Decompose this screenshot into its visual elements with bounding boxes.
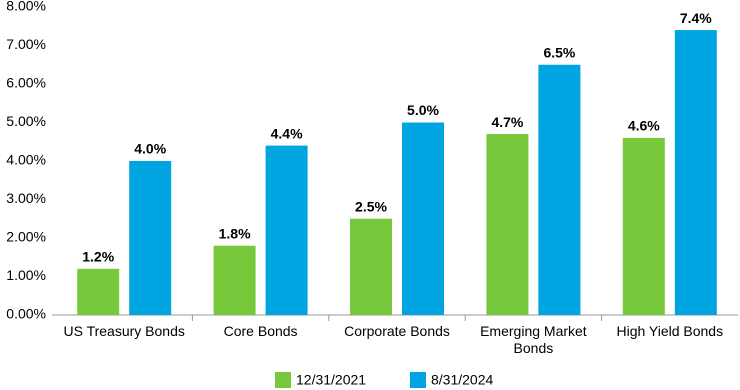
- value-label: 2.5%: [355, 198, 387, 214]
- y-tick-label: 4.00%: [6, 152, 46, 168]
- value-label: 4.7%: [491, 114, 523, 130]
- x-tick-label: US Treasury Bonds: [63, 323, 185, 339]
- legend-swatch: [410, 372, 426, 388]
- value-label: 5.0%: [407, 102, 439, 118]
- bar: [402, 122, 444, 315]
- y-tick-label: 8.00%: [6, 0, 46, 14]
- value-label: 4.0%: [134, 141, 166, 157]
- value-label: 4.4%: [271, 125, 303, 141]
- bar: [622, 137, 665, 315]
- y-tick-label: 0.00%: [6, 306, 46, 322]
- bar: [129, 161, 172, 315]
- y-tick-label: 5.00%: [6, 113, 46, 129]
- value-label: 6.5%: [543, 44, 575, 60]
- x-tick-label: Core Bonds: [223, 323, 298, 339]
- bar: [486, 134, 529, 315]
- bar: [213, 245, 256, 315]
- x-tick-label: High Yield Bonds: [616, 323, 724, 339]
- bar: [350, 218, 392, 315]
- bar: [77, 268, 120, 315]
- bar: [538, 64, 581, 315]
- y-tick-label: 3.00%: [6, 190, 46, 206]
- legend-swatch: [275, 372, 291, 388]
- bar: [265, 145, 308, 315]
- y-tick-label: 2.00%: [6, 229, 46, 245]
- y-tick-label: 1.00%: [6, 267, 46, 283]
- value-label: 1.2%: [82, 249, 114, 265]
- value-label: 4.6%: [628, 118, 660, 134]
- legend-label: 8/31/2024: [431, 372, 493, 388]
- bar: [674, 30, 717, 315]
- value-label: 1.8%: [219, 225, 251, 241]
- legend-label: 12/31/2021: [296, 372, 366, 388]
- value-label: 7.4%: [680, 10, 712, 26]
- x-tick-label: Emerging Market Bonds: [480, 323, 587, 356]
- y-tick-label: 6.00%: [6, 75, 46, 91]
- x-tick-label: Corporate Bonds: [344, 323, 450, 339]
- y-tick-label: 7.00%: [6, 36, 46, 52]
